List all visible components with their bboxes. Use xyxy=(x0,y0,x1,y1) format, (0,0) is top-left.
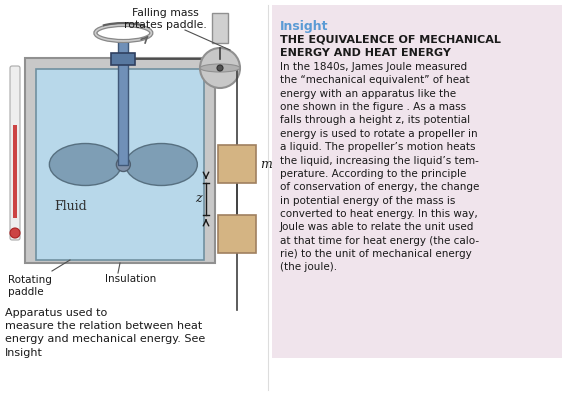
Ellipse shape xyxy=(200,48,240,88)
Text: THE EQUIVALENCE OF MECHANICAL: THE EQUIVALENCE OF MECHANICAL xyxy=(280,35,501,45)
FancyBboxPatch shape xyxy=(13,124,17,218)
Text: Rotating
paddle: Rotating paddle xyxy=(8,275,52,297)
Text: ENERGY AND HEAT ENERGY: ENERGY AND HEAT ENERGY xyxy=(280,48,451,58)
FancyBboxPatch shape xyxy=(218,215,256,253)
FancyBboxPatch shape xyxy=(119,40,128,164)
Text: Insight: Insight xyxy=(280,20,328,33)
Text: m: m xyxy=(260,158,272,171)
FancyBboxPatch shape xyxy=(212,13,228,43)
Text: Apparatus used to
measure the relation between heat
energy and mechanical energy: Apparatus used to measure the relation b… xyxy=(5,308,205,357)
Text: In the 1840s, James Joule measured
the “mechanical equivalent” of heat
energy wi: In the 1840s, James Joule measured the “… xyxy=(280,62,479,273)
Text: Insulation: Insulation xyxy=(105,274,156,284)
Text: Fluid: Fluid xyxy=(54,200,87,213)
Text: Falling mass
rotates paddle.: Falling mass rotates paddle. xyxy=(124,8,206,30)
FancyBboxPatch shape xyxy=(111,53,135,65)
Text: z: z xyxy=(196,192,202,205)
Ellipse shape xyxy=(200,64,240,72)
FancyBboxPatch shape xyxy=(272,5,562,358)
FancyBboxPatch shape xyxy=(10,66,20,240)
Ellipse shape xyxy=(50,143,121,186)
FancyBboxPatch shape xyxy=(36,69,204,260)
FancyBboxPatch shape xyxy=(218,145,256,183)
FancyBboxPatch shape xyxy=(25,58,215,263)
Ellipse shape xyxy=(125,143,197,186)
Ellipse shape xyxy=(10,228,20,238)
Ellipse shape xyxy=(116,158,131,171)
Ellipse shape xyxy=(217,65,223,71)
